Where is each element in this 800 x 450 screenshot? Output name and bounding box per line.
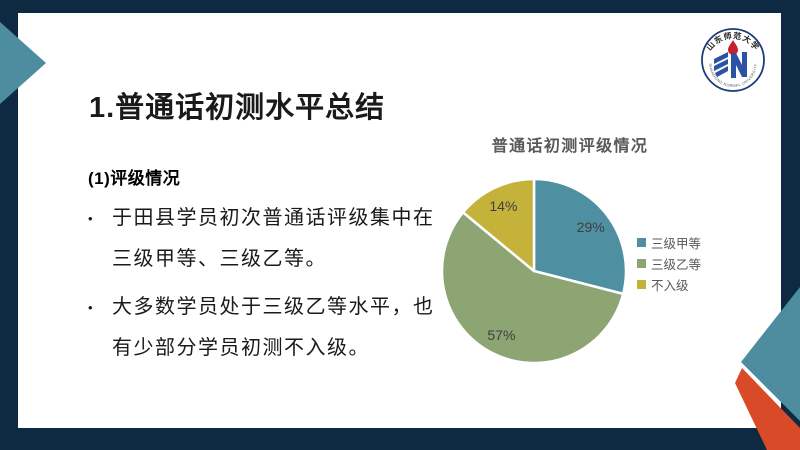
bullet-line: 三级甲等、三级乙等。 <box>112 248 327 270</box>
legend-item: 不入级 <box>637 274 701 295</box>
bullet-glyph: • <box>88 211 93 226</box>
pie-slice-1 <box>440 211 625 365</box>
legend-swatch-icon <box>637 238 646 247</box>
bullet-text: 于田县学员初次普通话评级集中在 三级甲等、三级乙等。 <box>112 198 435 280</box>
pie-slice-0 <box>532 177 628 296</box>
legend-item: 三级乙等 <box>637 253 701 274</box>
logo-red-drop-icon <box>728 40 738 55</box>
logo-sn-monogram-icon <box>714 52 747 78</box>
university-logo: 山东师范大学 SHANDONG NORMAL UNIVERSITY <box>701 28 765 92</box>
legend-label: 不入级 <box>651 279 689 293</box>
page-title: 1.普通话初测水平总结 <box>89 92 386 124</box>
bullet-line: 大多数学员处于三级乙等水平，也 <box>112 296 435 318</box>
legend-item: 三级甲等 <box>637 232 701 253</box>
section-heading: (1)评级情况 <box>88 169 181 188</box>
legend-label: 三级乙等 <box>651 258 702 272</box>
legend-swatch-icon <box>637 280 646 289</box>
pie-slice-2 <box>461 177 536 273</box>
pie-chart-panel: 普通话初测评级情况 29% 57% 14% 三级甲等 三级乙等 不入级 <box>424 128 716 388</box>
slide-content-area <box>18 13 781 428</box>
bullet-line: 于田县学员初次普通话评级集中在 <box>112 207 435 229</box>
bullet-list: • 于田县学员初次普通话评级集中在 三级甲等、三级乙等。 • 大多数学员处于三级… <box>88 198 448 376</box>
bullet-line: 有少部分学员初测不入级。 <box>112 337 370 359</box>
chart-title: 普通话初测评级情况 <box>491 138 649 155</box>
legend-label: 三级甲等 <box>651 237 702 251</box>
bullet-item: • 大多数学员处于三级乙等水平，也 有少部分学员初测不入级。 <box>88 287 448 369</box>
bullet-text: 大多数学员处于三级乙等水平，也 有少部分学员初测不入级。 <box>112 287 435 369</box>
chart-legend: 三级甲等三级乙等不入级 <box>637 232 701 295</box>
bullet-glyph: • <box>88 300 93 315</box>
pie-chart <box>440 177 628 365</box>
bullet-item: • 于田县学员初次普通话评级集中在 三级甲等、三级乙等。 <box>88 198 448 280</box>
legend-swatch-icon <box>637 259 646 268</box>
